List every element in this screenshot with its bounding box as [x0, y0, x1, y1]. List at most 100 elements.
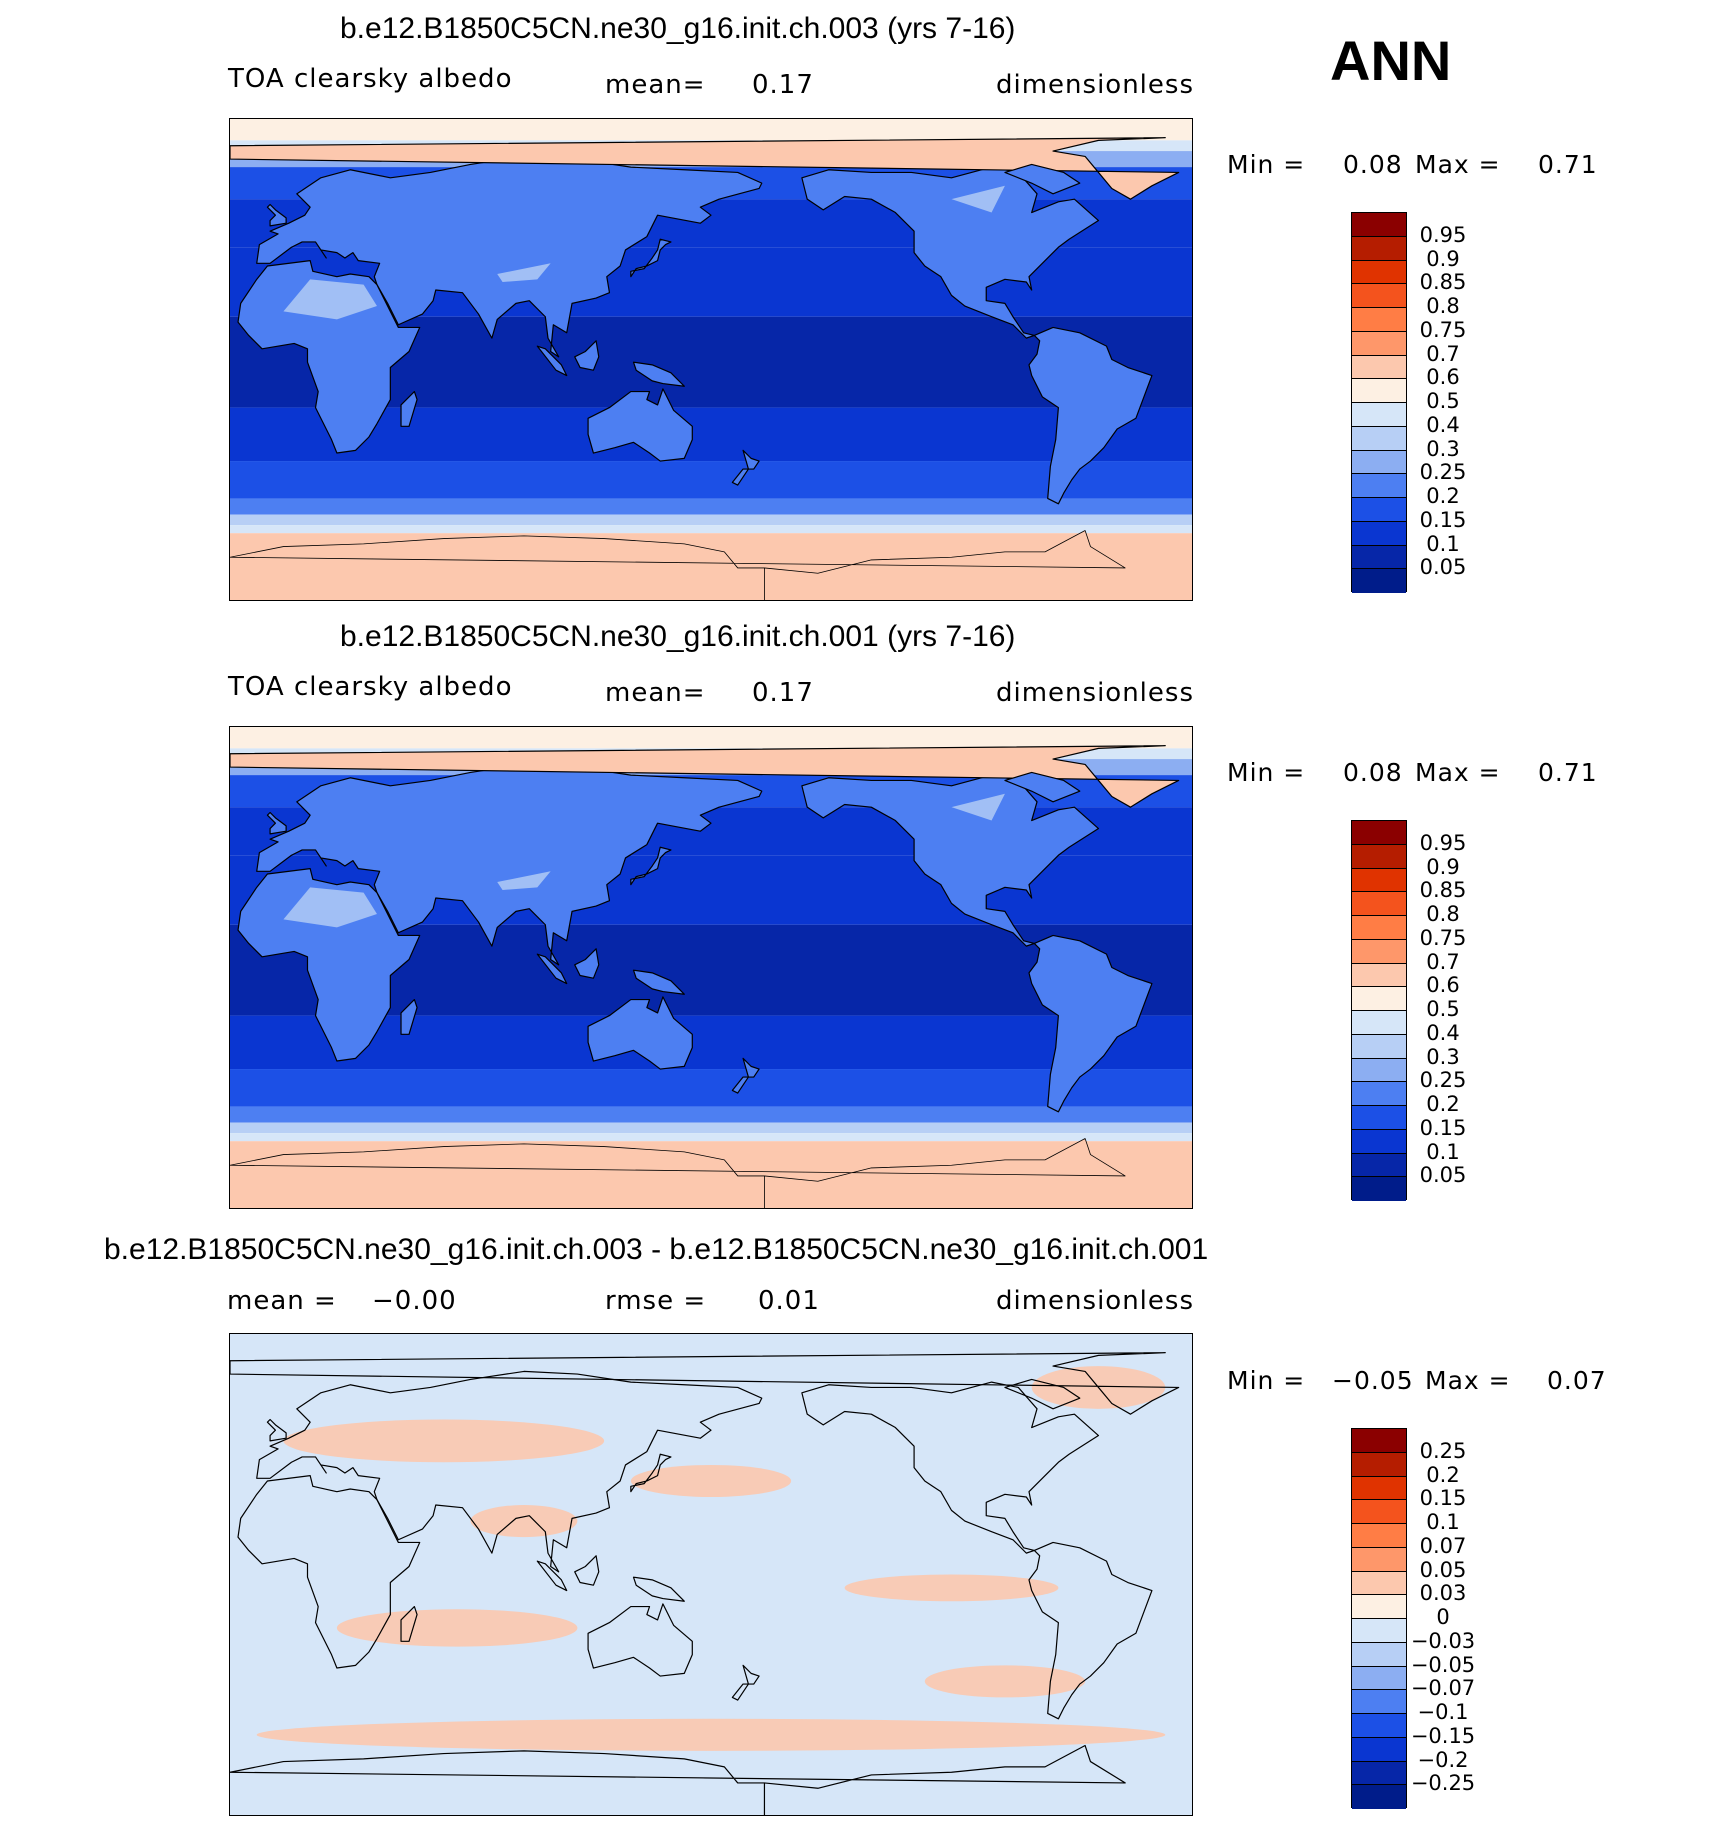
positive-difference-region: [470, 1505, 578, 1538]
panel-3-max-label: Max =: [1425, 1366, 1511, 1395]
eurasia-landmass: [256, 155, 763, 358]
positive-difference-region: [630, 1464, 792, 1498]
colorbar-tick-label: 0.1: [1426, 1510, 1460, 1534]
borneo-landmass: [574, 340, 600, 371]
sumatra-landmass: [536, 953, 568, 985]
ocean-band: [230, 1133, 1192, 1142]
colorbar-swatch: [1352, 426, 1406, 451]
colorbar-tick-label: 0.5: [1426, 389, 1460, 413]
greenland-landmass: [230, 137, 1180, 200]
colorbar-swatch: [1352, 331, 1406, 356]
panel-1-min-value: 0.08: [1343, 150, 1403, 179]
nz-landmass: [731, 1057, 760, 1094]
colorbar-swatch: [1352, 1429, 1406, 1453]
africa-landmass: [237, 260, 421, 454]
uk-landmass: [266, 203, 287, 227]
colorbar-swatch: [1352, 569, 1406, 593]
antarctica-coastline: [230, 1744, 1126, 1815]
ocean-band: [230, 461, 1192, 499]
ocean-band: [230, 1015, 1192, 1070]
colorbar-swatch: [1352, 474, 1406, 498]
panel-2-units: dimensionless: [996, 678, 1194, 708]
colorbar-swatch: [1352, 308, 1406, 332]
colorbar-swatch: [1352, 916, 1406, 940]
panel-3-min-label: Min =: [1227, 1366, 1306, 1395]
newguinea-coastline: [632, 1576, 685, 1602]
colorbar-tick-label: 0.3: [1426, 436, 1460, 461]
baffin-coastline: [1004, 1378, 1081, 1410]
sumatra-landmass: [536, 345, 568, 377]
colorbar-tick-label: 0.7: [1426, 341, 1460, 366]
colorbar-tick-label: 0.4: [1426, 412, 1460, 437]
newguinea-landmass: [632, 361, 685, 387]
ocean-band: [230, 1069, 1192, 1107]
colorbar-tick-label: 0.3: [1426, 1044, 1460, 1069]
baffin-landmass: [1004, 163, 1081, 195]
panel-3-mean-value: −0.00: [372, 1286, 457, 1316]
high-albedo-region: [497, 263, 551, 283]
high-albedo-region: [951, 185, 1005, 213]
colorbar-tick-label: 0.25: [1419, 1438, 1467, 1463]
uk-landmass: [266, 811, 287, 835]
colorbar-tick-label: −0.1: [1417, 1700, 1469, 1724]
colorbar-swatch: [1352, 403, 1406, 427]
colorbar-swatch: [1352, 1153, 1406, 1178]
colorbar-tick-label: 0.25: [1419, 1068, 1467, 1093]
colorbar-tick-label: −0.07: [1410, 1676, 1476, 1701]
colorbar-swatch: [1352, 987, 1406, 1011]
ocean-band: [230, 514, 1192, 526]
colorbar-swatch: [1352, 844, 1406, 869]
ocean-band: [230, 1106, 1192, 1123]
colorbar-tick-label: −0.03: [1410, 1628, 1476, 1653]
panel-2-variable-label: TOA clearsky albedo: [228, 672, 513, 702]
colorbar-tick-label: 0.4: [1426, 1020, 1460, 1045]
colorbar-swatch: [1352, 1666, 1406, 1691]
panel-1-colorbar: [1351, 212, 1407, 593]
colorbar-tick-label: 0.6: [1426, 365, 1460, 390]
colorbar-tick-label: 0.25: [1419, 460, 1467, 485]
japan-coastline: [630, 1453, 672, 1493]
panel-2-max-value: 0.71: [1538, 758, 1598, 787]
africa-coastline: [237, 1475, 421, 1669]
colorbar-tick-label: 0.05: [1419, 1557, 1467, 1582]
colorbar-swatch: [1352, 939, 1406, 964]
colorbar-swatch: [1352, 450, 1406, 475]
nz-coastline: [731, 1664, 760, 1701]
south-america-landmass: [1028, 326, 1153, 505]
panel-1-units: dimensionless: [996, 70, 1194, 100]
colorbar-tick-label: 0.2: [1426, 484, 1460, 508]
colorbar-swatch: [1352, 236, 1406, 261]
panel-3-colorbar: [1351, 1428, 1407, 1809]
africa-landmass: [237, 868, 421, 1062]
madagascar-landmass: [400, 998, 418, 1035]
colorbar-swatch: [1352, 284, 1406, 308]
colorbar-swatch: [1352, 1452, 1406, 1477]
panel-1-variable-label: TOA clearsky albedo: [228, 64, 513, 94]
colorbar-tick-label: −0.25: [1410, 1771, 1476, 1796]
ocean-band: [230, 1122, 1192, 1134]
panel-2-min-label: Min =: [1227, 758, 1306, 787]
eurasia-landmass: [256, 763, 763, 966]
colorbar-swatch: [1352, 1761, 1406, 1786]
colorbar-tick-label: 0.1: [1426, 531, 1460, 556]
ocean-band: [230, 407, 1192, 462]
panel-2-max-label: Max =: [1415, 758, 1501, 787]
colorbar-swatch: [1352, 1642, 1406, 1667]
ocean-band: [230, 119, 1192, 141]
panel-2-title: b.e12.B1850C5CN.ne30_g16.init.ch.001 (yr…: [340, 620, 1016, 653]
panel-3-rmse-value: 0.01: [758, 1286, 820, 1316]
colorbar-swatch: [1352, 521, 1406, 546]
high-albedo-region: [283, 279, 377, 320]
colorbar-swatch: [1352, 260, 1406, 285]
colorbar-swatch: [1352, 1500, 1406, 1524]
colorbar-swatch: [1352, 1106, 1406, 1130]
eurasia-coastline: [256, 1370, 763, 1573]
panel-3-map: [229, 1333, 1193, 1816]
colorbar-swatch: [1352, 498, 1406, 522]
panel-3-title: b.e12.B1850C5CN.ne30_g16.init.ch.003 - b…: [104, 1233, 1209, 1266]
panel-2-mean-value: 0.17: [752, 678, 814, 708]
north-america-landmass: [801, 166, 1100, 339]
colorbar-tick-label: 0.85: [1419, 878, 1467, 903]
panel-1-mean-value: 0.17: [752, 70, 814, 100]
colorbar-tick-label: 0.05: [1419, 555, 1467, 580]
